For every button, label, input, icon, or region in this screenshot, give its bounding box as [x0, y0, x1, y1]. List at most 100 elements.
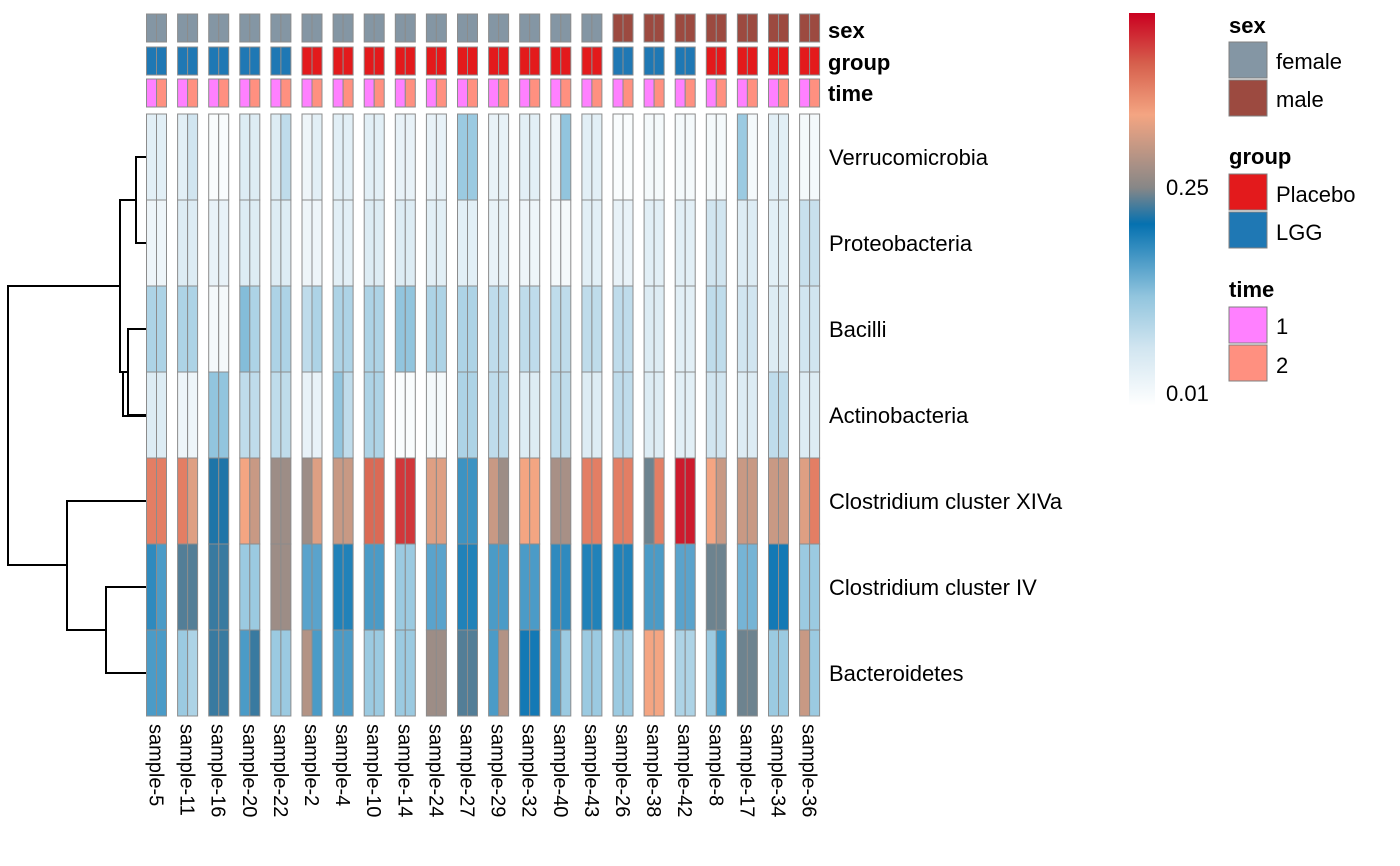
heatmap-cell	[612, 457, 624, 545]
heatmap-cell	[332, 371, 344, 459]
heatmap-cell	[187, 113, 199, 201]
heatmap-cell	[705, 629, 717, 717]
heatmap-cell	[363, 113, 375, 201]
dendrogram-branch	[127, 328, 146, 416]
heatmap-cell	[529, 629, 541, 717]
annotation-cell-sex	[674, 13, 686, 43]
column-label: sample-16	[207, 724, 229, 817]
heatmap-cell	[612, 629, 624, 717]
heatmap-cell	[373, 285, 385, 373]
heatmap-cell	[425, 199, 437, 287]
heatmap-cell	[373, 371, 385, 459]
heatmap-cell	[435, 199, 447, 287]
heatmap-cell	[529, 199, 541, 287]
annotation-cell-sex	[187, 13, 199, 43]
heatmap-cell	[550, 543, 562, 631]
heatmap-cell	[301, 457, 313, 545]
annotation-cell-group	[550, 46, 562, 76]
annotation-cell-time	[187, 78, 199, 108]
heatmap-cell	[332, 285, 344, 373]
heatmap-cell	[581, 371, 593, 459]
heatmap-cell	[342, 371, 354, 459]
heatmap-cell	[187, 629, 199, 717]
heatmap-cell	[809, 285, 821, 373]
row-label: Bacteroidetes	[829, 661, 964, 686]
legend-title-time: time	[1229, 277, 1274, 302]
heatmap-cell	[622, 285, 634, 373]
heatmap-cell	[581, 199, 593, 287]
annotation-cell-time	[218, 78, 230, 108]
heatmap-cell	[457, 629, 468, 717]
heatmap-cell	[643, 285, 655, 373]
annotation-cell-group	[736, 46, 748, 76]
heatmap-cell	[643, 457, 655, 545]
annotation-cell-group	[746, 46, 758, 76]
heatmap-cell	[239, 113, 251, 201]
heatmap-cell	[280, 629, 292, 717]
heatmap-cell	[550, 629, 562, 717]
heatmap-cell	[467, 629, 478, 717]
annotation-cell-group	[612, 46, 624, 76]
annotation-cell-time	[768, 78, 779, 108]
legend-label-placebo: Placebo	[1276, 182, 1356, 207]
annotation-cell-sex	[581, 13, 593, 43]
heatmap-cell	[684, 113, 696, 201]
heatmap-cell	[591, 543, 603, 631]
heatmap-cell	[622, 371, 634, 459]
heatmap-cell	[467, 199, 478, 287]
heatmap-cell	[467, 457, 478, 545]
heatmap-cell	[715, 629, 727, 717]
annotation-cell-sex	[146, 13, 157, 43]
annotation-cell-sex	[746, 13, 758, 43]
legend-swatch-lgg	[1228, 211, 1268, 249]
annotation-cell-sex	[612, 13, 624, 43]
heatmap-cell	[425, 285, 437, 373]
annotation-cell-time	[581, 78, 593, 108]
annotation-cell-sex	[239, 13, 251, 43]
annotation-cell-group	[342, 46, 354, 76]
heatmap-cell	[404, 199, 416, 287]
annotation-cell-time	[156, 78, 167, 108]
heatmap-cell	[394, 629, 406, 717]
annotation-cell-group	[519, 46, 531, 76]
heatmap-cell	[435, 371, 447, 459]
heatmap-cell	[560, 371, 572, 459]
heatmap-cell	[560, 457, 572, 545]
heatmap-cell	[715, 457, 727, 545]
heatmap-cell	[498, 543, 510, 631]
legend-time: time 1 2	[1228, 277, 1288, 382]
heatmap-cell	[488, 543, 500, 631]
heatmap-cell	[746, 629, 758, 717]
heatmap-cell	[280, 371, 292, 459]
column-label: sample-32	[518, 724, 540, 817]
row-label: Clostridium cluster XIVa	[829, 489, 1063, 514]
heatmap-cell	[684, 629, 696, 717]
heatmap-cell	[425, 371, 437, 459]
heatmap-cell	[311, 457, 323, 545]
heatmap-cell	[249, 113, 261, 201]
annotation-cell-sex	[332, 13, 344, 43]
heatmap-cell	[363, 629, 375, 717]
annotation-cell-sex	[311, 13, 323, 43]
annotation-cell-sex	[778, 13, 789, 43]
annotation-cell-sex	[715, 13, 727, 43]
heatmap-cell	[768, 543, 779, 631]
heatmap-cell	[653, 113, 665, 201]
heatmap-cell	[270, 371, 282, 459]
heatmap-cell	[653, 371, 665, 459]
heatmap-cell	[622, 629, 634, 717]
annotation-cell-sex	[768, 13, 779, 43]
legend-sex: sex female male	[1228, 13, 1342, 117]
heatmap-cell	[435, 543, 447, 631]
heatmap-cell	[177, 113, 189, 201]
heatmap-cell	[715, 199, 727, 287]
annotation-cell-sex	[529, 13, 541, 43]
heatmap-cell	[177, 199, 189, 287]
heatmap-cell	[404, 113, 416, 201]
heatmap-cell	[736, 285, 748, 373]
heatmap-cell	[550, 199, 562, 287]
annotation-cell-time	[177, 78, 189, 108]
annotation-cell-time	[270, 78, 282, 108]
heatmap-cell	[736, 371, 748, 459]
annotation-cell-time	[208, 78, 220, 108]
